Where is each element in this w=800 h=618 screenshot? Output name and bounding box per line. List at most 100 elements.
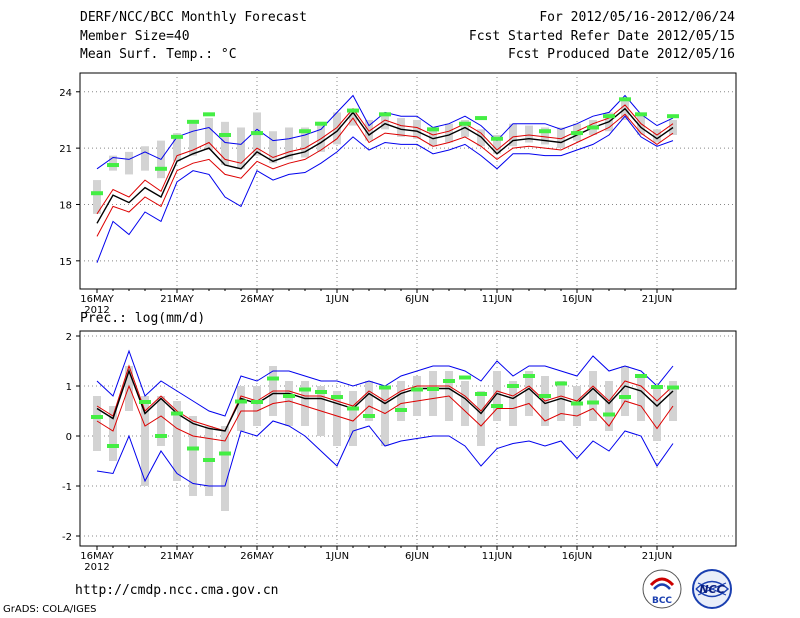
panel2-observed-marker	[651, 385, 663, 389]
panel1-xtick-label: 21JUN	[642, 294, 672, 305]
panel2-spread-box	[477, 391, 485, 446]
panel2-frame	[79, 330, 737, 547]
panel2-spread-box	[653, 386, 661, 441]
forecast-range: For 2012/05/16-2012/06/24	[539, 10, 735, 25]
panel2-observed-marker	[155, 434, 167, 438]
panel2-observed-marker	[347, 406, 359, 411]
panel1-observed-marker	[347, 108, 359, 113]
panel2-spread-box	[253, 386, 261, 426]
panel1-spread-box	[365, 119, 373, 141]
panel2-observed-marker	[107, 444, 119, 448]
panel1-xtick-label: 21MAY	[160, 294, 194, 305]
panel1-observed-marker	[251, 131, 263, 136]
panel1-observed-marker	[491, 136, 503, 141]
panel1-observed-marker	[571, 131, 583, 136]
panel1-ytick-label: 24	[59, 88, 72, 99]
panel1-xtick-label: 16JUN	[562, 294, 592, 305]
panel1-observed-marker	[539, 129, 551, 134]
forecast-produced-date: Fcst Produced Date 2012/05/16	[508, 47, 735, 62]
panel1-spread-box	[125, 151, 133, 175]
panel1-spread-box	[269, 131, 277, 164]
panel1-ytick-label: 18	[59, 200, 72, 211]
panel2-xtick-label: 1JUN	[325, 551, 349, 562]
panel2-xtick-label: 16MAY	[80, 551, 114, 562]
panel2-xtick-label: 26MAY	[240, 551, 274, 562]
panel2-observed-marker	[491, 404, 503, 408]
panel2-observed-marker	[251, 400, 263, 404]
panel1-spread-box	[173, 133, 181, 162]
panel1-observed-marker	[299, 129, 311, 134]
panel1-observed-marker	[315, 121, 327, 126]
panel1-spread-box	[669, 119, 677, 135]
panel2-spread-box	[621, 366, 629, 416]
panel2-spread-box	[349, 391, 357, 446]
panel2-spread-box	[525, 371, 533, 416]
panel2-observed-marker	[171, 411, 183, 416]
panel2-spread-box	[365, 381, 373, 421]
forecast-start-date: Fcst Started Refer Date 2012/05/15	[468, 29, 735, 44]
panel2-observed-marker	[443, 379, 455, 383]
panel2-spread-box	[109, 406, 117, 461]
panel2-observed-marker	[507, 384, 519, 388]
panel2-observed-marker	[411, 387, 423, 392]
panel2-spread-box	[285, 381, 293, 426]
panel2-observed-marker	[539, 394, 551, 398]
panel1-spread-box	[541, 127, 549, 145]
panel1-spread-box	[413, 119, 421, 139]
panel1-series-lower	[96, 113, 674, 237]
panel2-spread-box	[157, 396, 165, 446]
panel2-observed-marker	[603, 412, 615, 417]
ncc-logo-text: NCC	[699, 583, 724, 596]
panel1-observed-marker	[155, 166, 167, 171]
panel2-series-min	[96, 420, 674, 487]
panel2-spread-box	[413, 376, 421, 416]
panel2-spread-box	[669, 381, 677, 421]
panel1-spread-box	[349, 108, 357, 126]
panel2-xtick-label: 11JUN	[482, 551, 512, 562]
panel2-observed-marker	[475, 392, 487, 396]
panel2-observed-marker	[299, 387, 311, 392]
panel2-observed-marker	[667, 385, 679, 390]
source-url[interactable]: http://cmdp.ncc.cma.gov.cn	[75, 583, 279, 598]
panel1-spread-box	[493, 134, 501, 154]
panel2-ytick-label: -2	[62, 532, 72, 543]
panel2-spread-box	[381, 386, 389, 446]
panel2-spread-box	[429, 371, 437, 416]
panel2-ytick-label: 2	[66, 332, 72, 343]
panel1-observed-marker	[603, 114, 615, 119]
panel2-spread-box	[141, 396, 149, 486]
panel2-observed-marker	[363, 414, 375, 418]
panel2-observed-marker	[91, 415, 103, 419]
panel2-spread-box	[173, 401, 181, 481]
panel2-year-label: 2012	[84, 562, 109, 573]
panel2-observed-marker	[139, 400, 151, 404]
panel1-observed-marker	[171, 134, 183, 139]
panel2-spread-box	[605, 381, 613, 431]
panel1-observed-marker	[219, 132, 231, 137]
panel2-observed-marker	[219, 451, 231, 456]
panel1-observed-marker	[587, 125, 599, 130]
panel2-spread-box	[573, 386, 581, 426]
panel2-spread-box	[93, 396, 101, 451]
panel2-observed-marker	[587, 400, 599, 405]
panel2-spread-box	[493, 371, 501, 421]
panel1-observed-marker	[91, 191, 103, 196]
panel2-xtick-label: 21JUN	[642, 551, 672, 562]
panel1-observed-marker	[107, 163, 119, 168]
grads-credit: GrADS: COLA/IGES	[3, 604, 97, 615]
panel1-spread-box	[445, 123, 453, 143]
panel1-observed-marker	[203, 112, 215, 117]
panel2-observed-marker	[523, 374, 535, 378]
panel2-spread-box	[301, 381, 309, 426]
panel2-xtick-label: 6JUN	[405, 551, 429, 562]
bcc-logo-text: BCC	[652, 596, 672, 606]
panel2-observed-marker	[315, 390, 327, 394]
panel2-spread-box	[461, 381, 469, 426]
panel1-ytick-label: 15	[59, 257, 72, 268]
panel1-spread-box	[637, 114, 645, 135]
panel1-spread-box	[461, 119, 469, 137]
panel2-ytick-label: 1	[66, 382, 72, 393]
panel2-series-upper	[96, 364, 674, 432]
panel1-observed-marker	[459, 121, 471, 126]
